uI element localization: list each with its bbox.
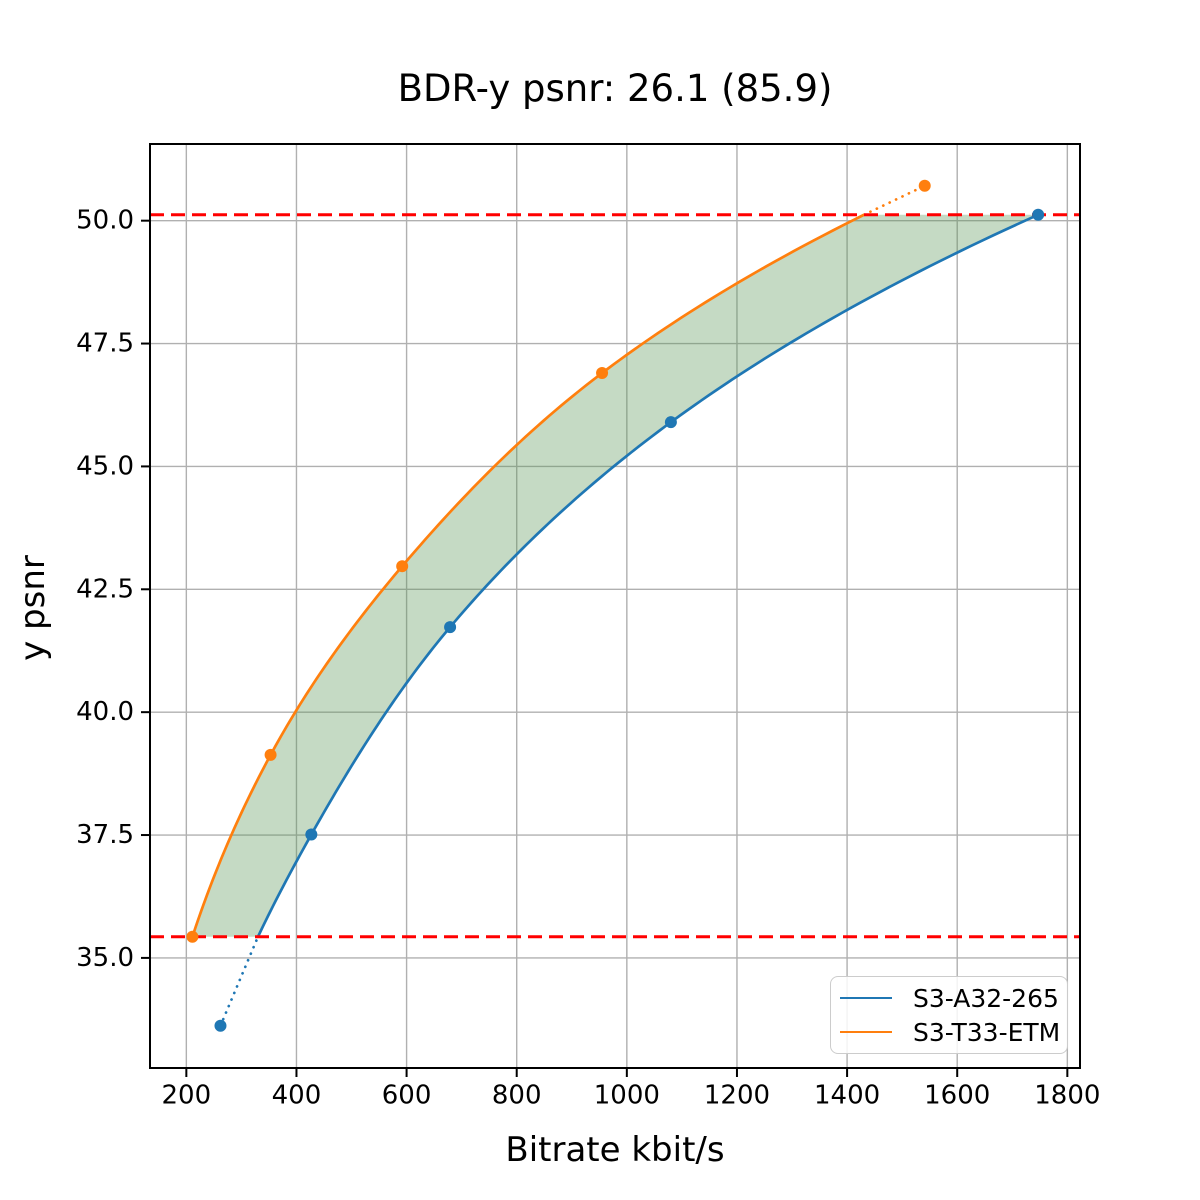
bd-rate-fill-area — [192, 214, 1039, 937]
data-point-1 — [918, 179, 931, 192]
y-tick-label: 37.5 — [76, 820, 134, 850]
x-tick-label: 400 — [272, 1080, 322, 1110]
x-tick-label: 1800 — [1034, 1080, 1100, 1110]
y-axis-label: y psnr — [13, 555, 53, 661]
series-dotted-tail-s3-t33-etm — [862, 184, 927, 217]
data-point-1 — [396, 560, 409, 573]
data-point-1 — [186, 930, 199, 943]
x-tick-label: 1400 — [814, 1080, 880, 1110]
legend-entry-s3-a32-265: S3-A32-265 — [831, 981, 1067, 1015]
legend-label-0: S3-A32-265 — [913, 983, 1059, 1013]
legend-line-swatch-0 — [840, 997, 892, 999]
x-tick-label: 1200 — [704, 1080, 770, 1110]
series-curve-s3-a32-265 — [256, 213, 1039, 938]
y-tick-label: 47.5 — [76, 329, 134, 359]
plot-spines — [149, 143, 1081, 1069]
data-point-1 — [264, 748, 277, 761]
data-point-0 — [444, 621, 457, 634]
x-tick-label: 600 — [382, 1080, 432, 1110]
y-tick-label: 50.0 — [76, 206, 134, 236]
y-tick-label: 45.0 — [76, 451, 134, 481]
legend-line-swatch-1 — [840, 1031, 892, 1033]
series-curve-s3-t33-etm — [191, 213, 865, 938]
x-axis-label: Bitrate kbit/s — [505, 1130, 725, 1170]
x-tick-label: 1600 — [924, 1080, 990, 1110]
legend-entry-s3-t33-etm: S3-T33-ETM — [831, 1015, 1067, 1049]
data-point-0 — [305, 828, 318, 841]
chart-title: BDR-y psnr: 26.1 (85.9) — [397, 67, 833, 110]
data-point-0 — [664, 416, 677, 429]
y-tick-label: 35.0 — [76, 943, 134, 973]
series-dotted-tail-s3-a32-265 — [219, 935, 260, 1028]
data-point-0 — [214, 1019, 227, 1032]
x-tick-label: 1000 — [594, 1080, 660, 1110]
y-tick-label: 42.5 — [76, 574, 134, 604]
x-tick-label: 200 — [162, 1080, 212, 1110]
data-point-1 — [596, 367, 609, 380]
y-tick-label: 40.0 — [76, 697, 134, 727]
legend: S3-A32-265 S3-T33-ETM — [830, 976, 1068, 1054]
legend-label-1: S3-T33-ETM — [913, 1017, 1061, 1047]
data-point-0 — [1032, 208, 1045, 221]
x-tick-label: 800 — [492, 1080, 542, 1110]
